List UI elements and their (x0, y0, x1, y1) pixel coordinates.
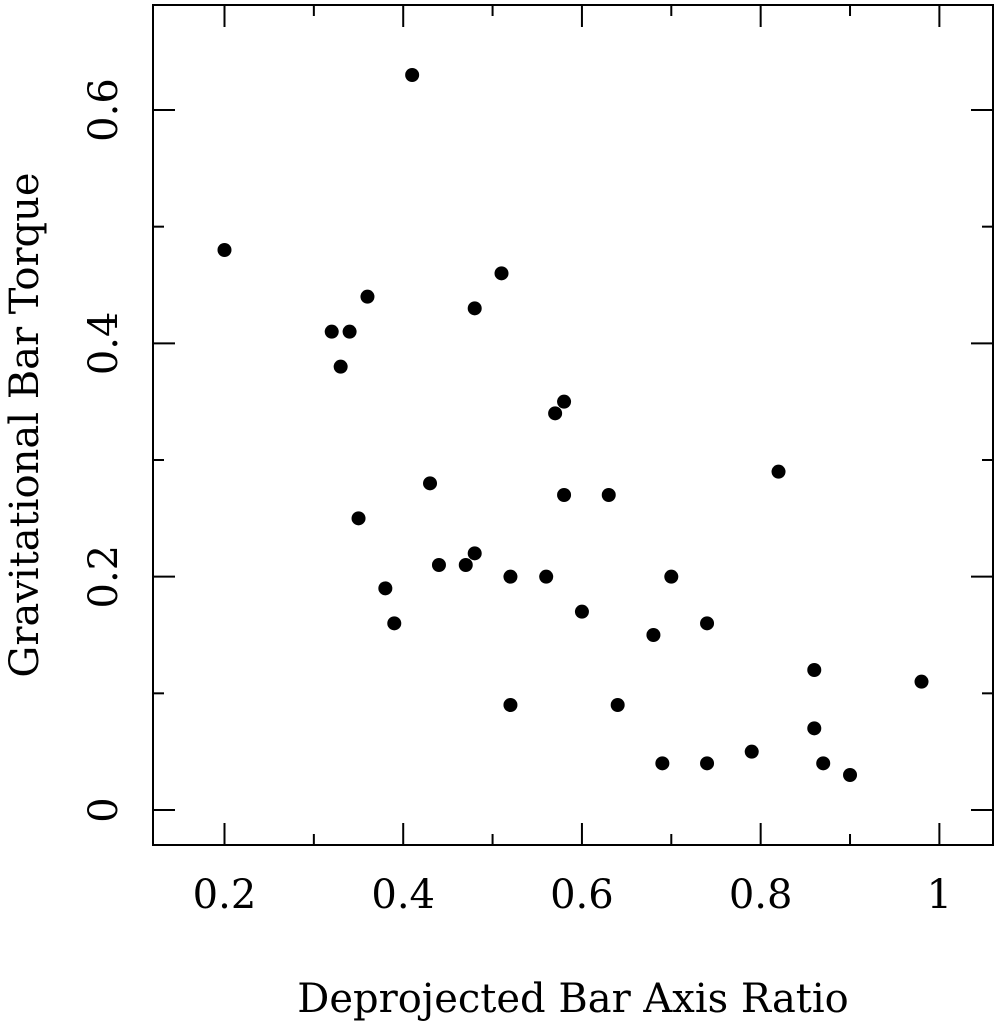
point (494, 266, 509, 281)
point (503, 569, 518, 584)
point (744, 744, 759, 759)
point (539, 569, 554, 584)
point (574, 604, 589, 619)
point (655, 756, 670, 771)
point (700, 616, 715, 631)
y-tick-label: 0.4 (81, 312, 127, 376)
point (771, 464, 786, 479)
point (646, 628, 661, 642)
x-tick-label: 0.2 (193, 872, 257, 918)
point (378, 581, 393, 596)
x-tick-label: 1 (927, 872, 952, 918)
point (217, 243, 232, 257)
point (467, 301, 482, 316)
point (557, 488, 572, 502)
y-tick-label: 0.6 (81, 78, 127, 142)
point (333, 359, 348, 374)
point (387, 616, 402, 631)
point (405, 68, 420, 82)
point (816, 756, 831, 771)
y-axis-label: Gravitational Bar Torque (2, 172, 48, 677)
point (807, 721, 822, 736)
point (843, 768, 858, 782)
point (700, 756, 715, 771)
point (351, 511, 366, 526)
point (548, 406, 563, 421)
point (601, 488, 616, 502)
x-axis-label: Deprojected Bar Axis Ratio (297, 976, 848, 1022)
point (342, 324, 357, 339)
x-tick-label: 0.4 (371, 872, 435, 918)
point (360, 289, 375, 304)
point (557, 394, 572, 409)
point (423, 476, 438, 491)
y-tick-label: 0 (81, 797, 127, 822)
point (324, 324, 339, 339)
point (467, 546, 482, 561)
x-tick-label: 0.8 (729, 872, 793, 918)
point (610, 698, 625, 712)
point (664, 569, 679, 584)
point (431, 558, 446, 572)
x-tick-label: 0.6 (550, 872, 614, 918)
point (503, 698, 518, 712)
point (914, 674, 929, 689)
point (458, 558, 473, 572)
point (807, 663, 822, 677)
plot-frame (152, 4, 994, 846)
y-tick-label: 0.2 (81, 545, 127, 609)
